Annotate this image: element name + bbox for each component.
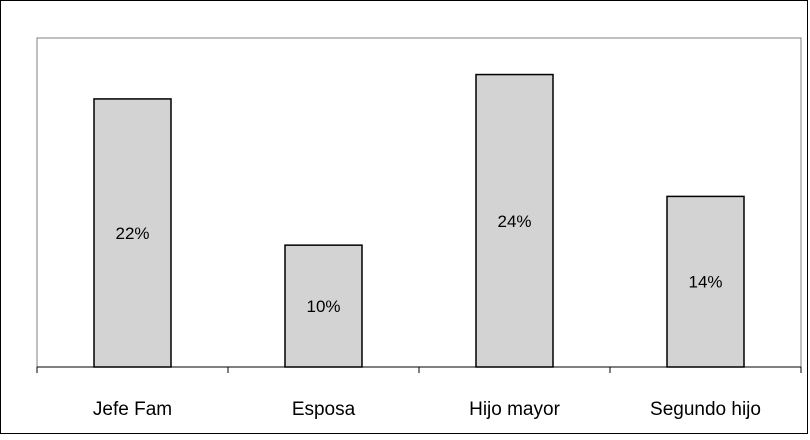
category-label-2: Hijo mayor xyxy=(469,399,560,420)
bar-hijo-mayor xyxy=(475,73,554,368)
data-label-1: 10% xyxy=(306,297,340,316)
bar-segundo-hijo xyxy=(666,195,745,368)
data-label-3: 14% xyxy=(688,273,722,292)
bar-esposa xyxy=(284,244,363,368)
data-label-2: 24% xyxy=(497,212,531,231)
category-label-1: Esposa xyxy=(292,399,356,420)
category-label-3: Segundo hijo xyxy=(650,399,761,420)
data-label-0: 22% xyxy=(115,224,149,243)
category-label-0: Jefe Fam xyxy=(93,399,172,420)
